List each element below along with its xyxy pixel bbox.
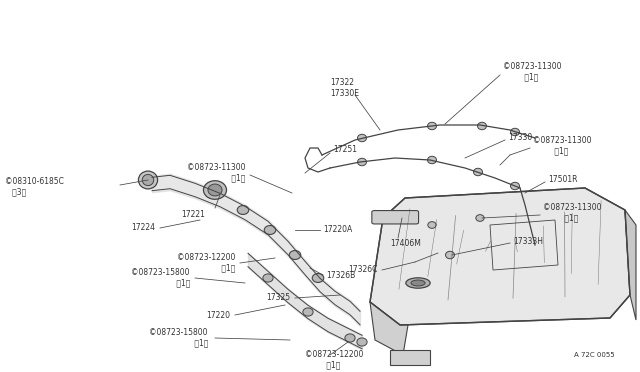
Ellipse shape — [142, 174, 154, 186]
Ellipse shape — [264, 225, 276, 234]
Ellipse shape — [358, 134, 367, 142]
Text: ©08723-12200
         （1）: ©08723-12200 （1） — [177, 253, 235, 273]
Text: 17221: 17221 — [181, 209, 205, 218]
Text: 17220A: 17220A — [323, 225, 352, 234]
Ellipse shape — [312, 273, 324, 282]
Ellipse shape — [428, 156, 436, 164]
Text: ©08723-11300
         （1）: ©08723-11300 （1） — [503, 62, 561, 82]
Text: 17326C: 17326C — [349, 266, 378, 275]
Text: 17325: 17325 — [266, 294, 290, 302]
Ellipse shape — [445, 251, 454, 259]
Text: ©08723-11300
         （1）: ©08723-11300 （1） — [533, 136, 591, 156]
Text: 17330: 17330 — [508, 134, 532, 142]
Ellipse shape — [357, 338, 367, 346]
Text: 17326B: 17326B — [326, 270, 355, 279]
Text: ©08723-15800
         （1）: ©08723-15800 （1） — [150, 328, 208, 348]
Ellipse shape — [511, 182, 520, 190]
Ellipse shape — [411, 280, 425, 286]
Ellipse shape — [138, 171, 157, 189]
Ellipse shape — [204, 181, 227, 199]
FancyBboxPatch shape — [372, 211, 419, 224]
Ellipse shape — [474, 168, 483, 176]
Ellipse shape — [476, 215, 484, 221]
Text: ©08723-12200
         （1）: ©08723-12200 （1） — [305, 350, 364, 370]
Ellipse shape — [428, 122, 436, 130]
Ellipse shape — [428, 222, 436, 228]
Text: ©08723-11300
         （1）: ©08723-11300 （1） — [186, 163, 245, 183]
Ellipse shape — [406, 278, 430, 288]
Text: 17251: 17251 — [333, 145, 357, 154]
Ellipse shape — [208, 184, 222, 196]
Ellipse shape — [477, 122, 486, 130]
Text: ©08723-11300
         （1）: ©08723-11300 （1） — [543, 203, 602, 223]
Polygon shape — [625, 210, 636, 320]
Text: ©08723-15800
         （1）: ©08723-15800 （1） — [131, 268, 190, 288]
Text: ©08310-6185C
   （3）: ©08310-6185C （3） — [5, 177, 64, 197]
Ellipse shape — [237, 206, 249, 215]
Ellipse shape — [289, 250, 301, 259]
Polygon shape — [370, 188, 630, 325]
Ellipse shape — [358, 158, 367, 166]
Text: 17333H: 17333H — [513, 237, 543, 246]
Text: 17501R: 17501R — [548, 176, 577, 185]
Ellipse shape — [511, 128, 520, 136]
Text: 17406M: 17406M — [390, 239, 421, 248]
Polygon shape — [370, 302, 408, 355]
Text: 17322
17330E: 17322 17330E — [330, 78, 359, 98]
Text: A 72C 0055: A 72C 0055 — [574, 352, 615, 358]
Polygon shape — [390, 350, 430, 365]
Ellipse shape — [345, 334, 355, 342]
Ellipse shape — [303, 308, 313, 316]
Text: 17220: 17220 — [206, 311, 230, 321]
Ellipse shape — [263, 274, 273, 282]
Text: 17224: 17224 — [131, 224, 155, 232]
